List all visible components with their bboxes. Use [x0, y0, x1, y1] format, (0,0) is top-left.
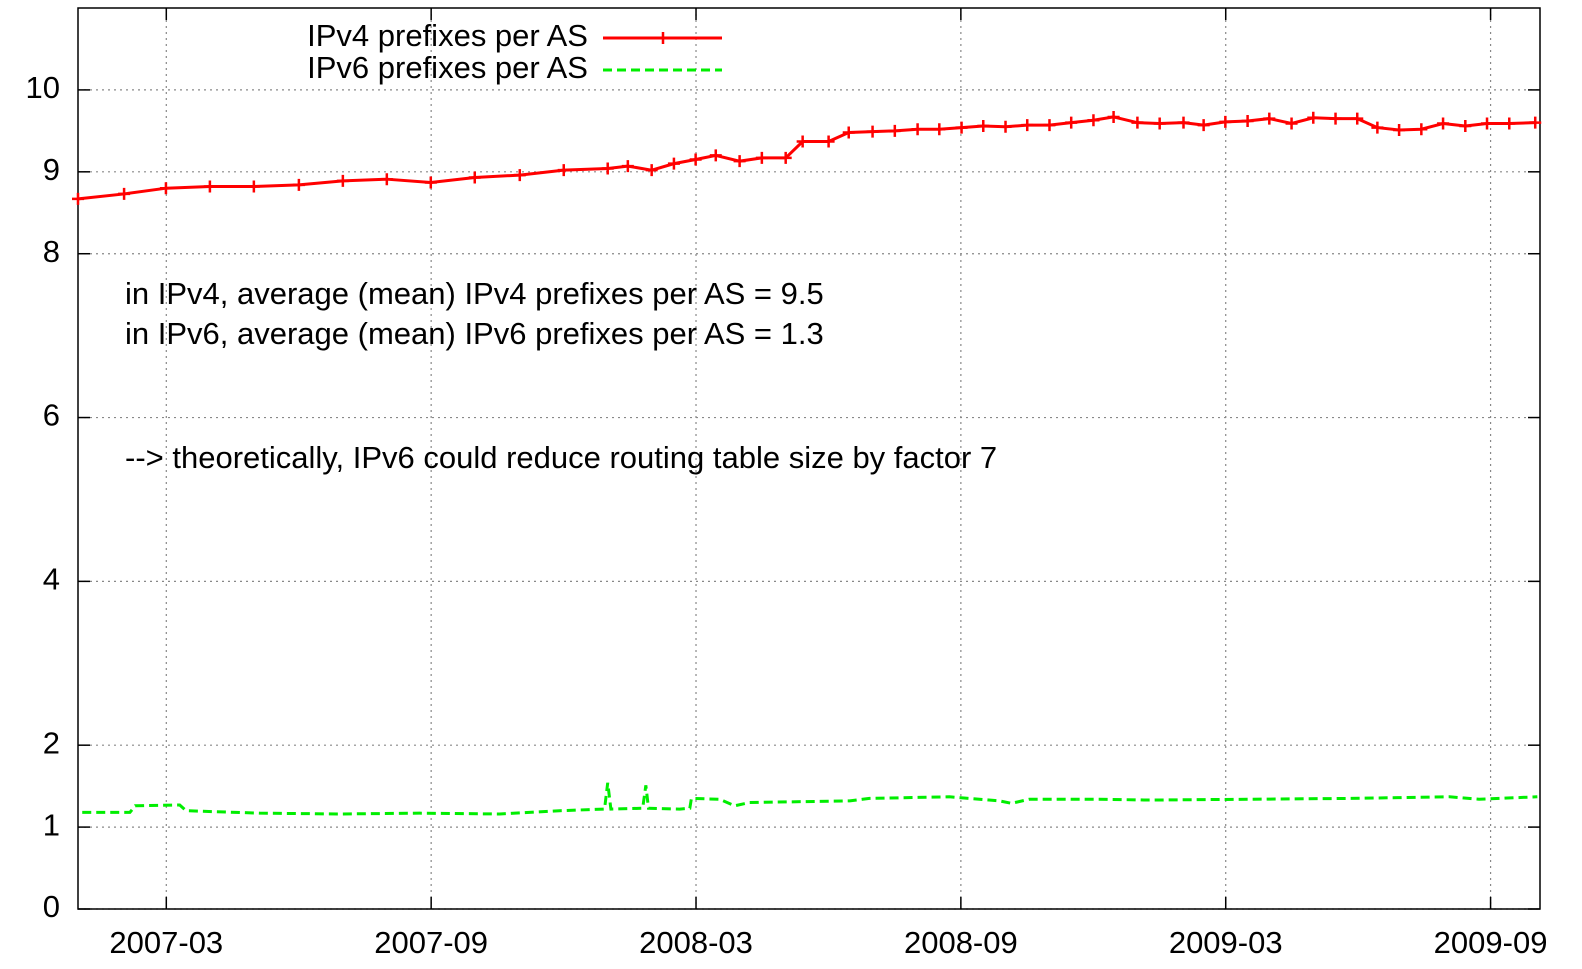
- legend-label: IPv4 prefixes per AS: [307, 18, 588, 53]
- point-marker: [1197, 119, 1210, 132]
- point-marker: [911, 123, 924, 136]
- point-marker: [1065, 116, 1078, 129]
- y-tick-label: 6: [43, 398, 60, 433]
- y-tick-label: 9: [43, 152, 60, 187]
- point-marker: [822, 135, 835, 148]
- point-marker: [1459, 119, 1472, 132]
- point-marker: [645, 164, 658, 177]
- point-marker: [842, 126, 855, 139]
- point-marker: [1021, 119, 1034, 132]
- point-marker: [779, 151, 792, 164]
- plot-frame: [77, 7, 1541, 910]
- point-marker: [513, 169, 526, 182]
- point-marker: [1241, 115, 1254, 128]
- point-marker: [709, 149, 722, 162]
- point-marker: [1437, 117, 1450, 130]
- point-marker: [1087, 114, 1100, 127]
- point-marker: [292, 178, 305, 191]
- annotation: --> theoretically, IPv6 could reduce rou…: [125, 440, 997, 475]
- x-tick-label: 2009-03: [1169, 925, 1283, 960]
- point-marker: [424, 176, 437, 189]
- point-marker: [1351, 112, 1364, 125]
- y-tick-label: 4: [43, 562, 60, 597]
- point-marker: [955, 121, 968, 134]
- point-marker: [667, 157, 680, 170]
- point-marker: [1177, 116, 1190, 129]
- point-marker: [336, 174, 349, 187]
- y-tick-label: 1: [43, 807, 60, 842]
- x-tick-label: 2008-09: [904, 925, 1018, 960]
- point-marker: [159, 182, 172, 195]
- point-marker: [796, 135, 809, 148]
- point-marker: [380, 173, 393, 186]
- point-marker: [689, 153, 702, 166]
- point-marker: [1263, 112, 1276, 125]
- point-marker: [999, 120, 1012, 133]
- point-marker: [247, 180, 260, 193]
- point-marker: [1329, 112, 1342, 125]
- legend-label: IPv6 prefixes per AS: [307, 50, 588, 85]
- point-marker: [1481, 117, 1494, 130]
- point-marker: [203, 180, 216, 193]
- annotation: in IPv4, average (mean) IPv4 prefixes pe…: [125, 276, 824, 311]
- y-tick-label: 0: [43, 889, 60, 924]
- point-marker: [1107, 110, 1120, 123]
- point-marker: [888, 124, 901, 137]
- point-marker: [755, 151, 768, 164]
- point-marker: [468, 171, 481, 184]
- series-line: [77, 115, 1536, 201]
- point-marker: [1153, 117, 1166, 130]
- x-tick-label: 2007-03: [109, 925, 223, 960]
- series-line: [82, 782, 1538, 816]
- point-marker: [977, 119, 990, 132]
- point-marker: [601, 162, 614, 175]
- point-marker: [1043, 119, 1056, 132]
- x-tick-label: 2009-09: [1434, 925, 1548, 960]
- point-marker: [1131, 116, 1144, 129]
- point-marker: [72, 192, 84, 205]
- y-tick-label: 8: [43, 234, 60, 269]
- point-marker: [1529, 116, 1542, 129]
- annotation: in IPv6, average (mean) IPv6 prefixes pe…: [125, 316, 824, 351]
- point-marker: [118, 187, 131, 200]
- point-marker: [933, 123, 946, 136]
- point-marker: [733, 155, 746, 168]
- point-marker: [621, 160, 634, 173]
- y-tick-label: 10: [26, 70, 60, 105]
- x-tick-label: 2007-09: [374, 925, 488, 960]
- point-marker: [1393, 124, 1406, 137]
- x-tick-label: 2008-03: [639, 925, 753, 960]
- point-marker: [1307, 111, 1320, 124]
- legend-marker: [657, 32, 669, 44]
- point-marker: [1285, 117, 1298, 130]
- y-tick-label: 2: [43, 725, 60, 760]
- point-marker: [866, 125, 879, 138]
- point-marker: [557, 164, 570, 177]
- point-marker: [1219, 115, 1232, 128]
- point-marker: [1503, 117, 1516, 130]
- point-marker: [1415, 123, 1428, 136]
- point-marker: [1371, 121, 1384, 134]
